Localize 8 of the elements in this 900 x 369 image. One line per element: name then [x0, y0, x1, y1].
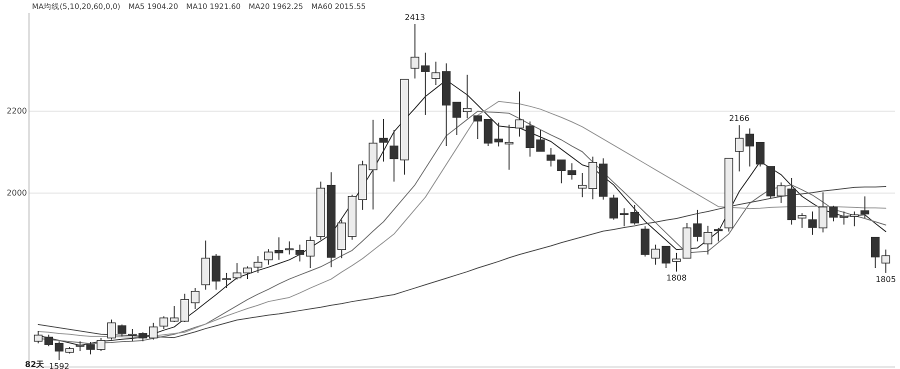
y-tick-label: 2200	[6, 106, 27, 116]
extreme-label: 1805	[876, 274, 896, 284]
note: 82天	[25, 360, 44, 369]
extreme-label: 2413	[404, 13, 426, 22]
extreme-label: 1592	[48, 362, 70, 369]
y-tick-label: 2000	[6, 188, 27, 198]
extreme-label: 2166	[729, 114, 750, 124]
extreme-label: 1808	[666, 274, 687, 283]
